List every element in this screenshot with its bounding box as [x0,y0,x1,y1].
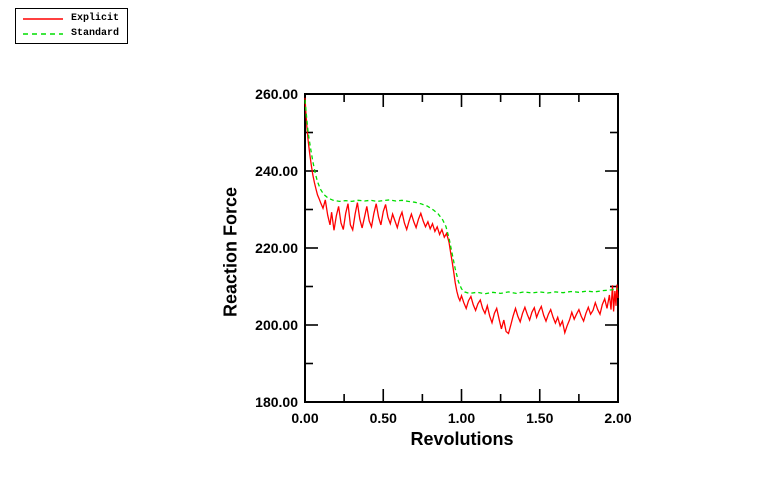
axis-ticks [304,93,619,403]
legend: Explicit Standard [15,8,128,44]
y-tick-label: 240.00 [255,163,298,179]
y-tick-label: 220.00 [255,240,298,256]
legend-entry-explicit: Explicit [16,12,127,25]
legend-label-explicit: Explicit [71,13,120,24]
standard-line-icon [23,32,63,35]
explicit-line-icon [23,17,63,20]
y-tick-label: 260.00 [255,86,298,102]
x-axis-title: Revolutions [410,429,514,449]
series-explicit-line [304,97,619,336]
y-tick-label: 200.00 [255,317,298,333]
x-tick-label: 1.00 [448,410,475,426]
series-standard-line [304,99,619,295]
y-tick-label: 180.00 [255,394,298,410]
x-tick-label: 0.00 [291,410,318,426]
x-tick-label: 0.50 [370,410,397,426]
legend-entry-standard: Standard [16,27,127,40]
legend-label-standard: Standard [71,28,120,39]
x-tick-label: 1.50 [526,410,553,426]
y-axis-title: Reaction Force [220,186,241,318]
plot-frame [304,93,619,403]
x-tick-label: 2.00 [604,410,631,426]
